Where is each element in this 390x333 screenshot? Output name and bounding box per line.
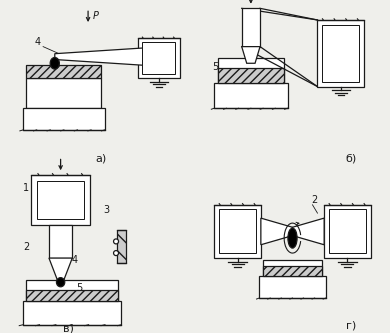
Text: 5: 5 [76,283,83,293]
Bar [23,108,105,130]
Bar [27,78,101,108]
Bar [117,230,126,263]
Text: а): а) [96,154,107,164]
Bar [324,205,371,258]
Ellipse shape [113,250,119,256]
Polygon shape [261,218,292,245]
Bar [214,83,287,108]
Bar [259,276,326,298]
Bar [218,68,284,83]
Bar [219,209,256,253]
Bar [214,205,261,258]
Text: г): г) [346,320,356,330]
Bar [218,58,284,83]
Text: 4: 4 [35,37,41,47]
Text: в): в) [63,323,74,333]
Bar [329,209,366,253]
Polygon shape [242,47,260,63]
Ellipse shape [50,57,59,69]
Bar [317,20,364,87]
Bar [49,225,72,258]
Text: 4: 4 [71,255,78,265]
Polygon shape [55,47,151,66]
Text: 1: 1 [23,183,29,193]
Bar [138,38,180,78]
Bar [142,42,176,74]
Ellipse shape [113,239,119,244]
Bar [27,290,118,301]
Polygon shape [49,258,72,280]
Ellipse shape [57,278,65,287]
Polygon shape [292,218,324,245]
Bar [242,8,260,47]
Text: $P$: $P$ [92,9,100,21]
Bar [262,260,323,276]
Text: б): б) [345,154,356,164]
Bar [37,180,84,219]
Bar [262,266,323,276]
Bar [27,280,118,301]
Bar [32,175,90,225]
Text: 5: 5 [213,62,219,72]
Text: 2: 2 [23,242,29,252]
Text: 3: 3 [103,205,109,215]
Ellipse shape [288,228,297,248]
Bar [27,65,101,78]
Bar [23,301,121,325]
Text: 2: 2 [311,195,317,205]
Bar [322,25,360,82]
